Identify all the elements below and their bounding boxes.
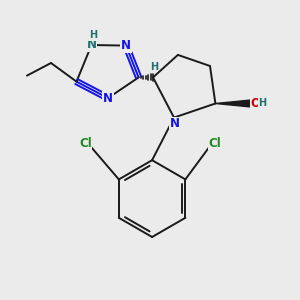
Text: N: N [86, 38, 97, 52]
Text: H: H [150, 62, 158, 72]
Text: N: N [103, 92, 113, 105]
Polygon shape [215, 100, 255, 107]
Text: H: H [89, 30, 97, 40]
Text: N: N [121, 39, 131, 52]
Text: Cl: Cl [79, 137, 92, 150]
Text: Cl: Cl [209, 137, 221, 150]
Text: N: N [169, 117, 180, 130]
Text: H: H [258, 98, 266, 109]
Text: O: O [250, 97, 261, 110]
